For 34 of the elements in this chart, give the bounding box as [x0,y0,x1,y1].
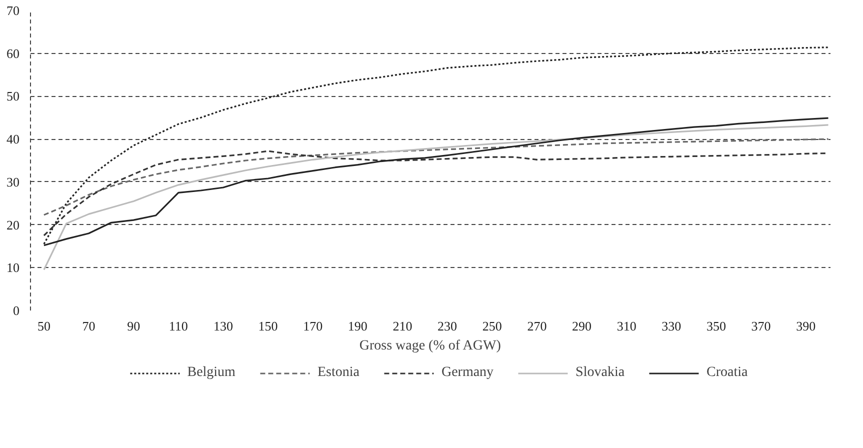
y-tick-label: 10 [6,260,20,276]
y-tick-label: 0 [13,303,20,318]
line-series [43,124,830,271]
y-tick-label: 60 [6,46,20,61]
legend-label: Germany [441,365,494,381]
y-tick-label: 70 [6,3,20,18]
x-tick-label: 370 [751,318,771,334]
x-tick-label: 190 [348,318,368,334]
y-tick-label: 20 [6,217,20,232]
x-axis-title: Gross wage (% of AGW) [359,338,502,354]
x-tick-label: 210 [392,318,412,334]
x-tick-label: 390 [796,318,816,334]
y-tick-label: 50 [6,88,20,104]
x-tick-label: 350 [706,318,726,334]
x-tick-label: 230 [438,318,458,334]
x-tick-label: 290 [572,318,592,334]
x-tick-label: 50 [37,318,50,334]
x-tick-label: 250 [482,318,502,334]
legend-label: Belgium [187,365,236,381]
x-tick-label: 110 [168,318,188,334]
x-tick-label: 130 [213,318,233,334]
x-tick-label: 330 [662,318,682,334]
line-series [43,138,830,216]
x-tick-label: 150 [258,318,278,334]
y-tick-label: 40 [6,132,20,147]
legend-label: Croatia [706,365,748,381]
x-tick-label: 310 [616,318,636,334]
x-tick-label: 270 [527,318,547,334]
legend-label: Slovakia [576,365,625,381]
x-tick-label: 70 [82,318,96,334]
x-tick-label: 170 [303,318,323,334]
legend-label: Estonia [317,365,360,381]
y-tick-label: 30 [6,174,20,190]
x-tick-label: 90 [127,318,140,334]
